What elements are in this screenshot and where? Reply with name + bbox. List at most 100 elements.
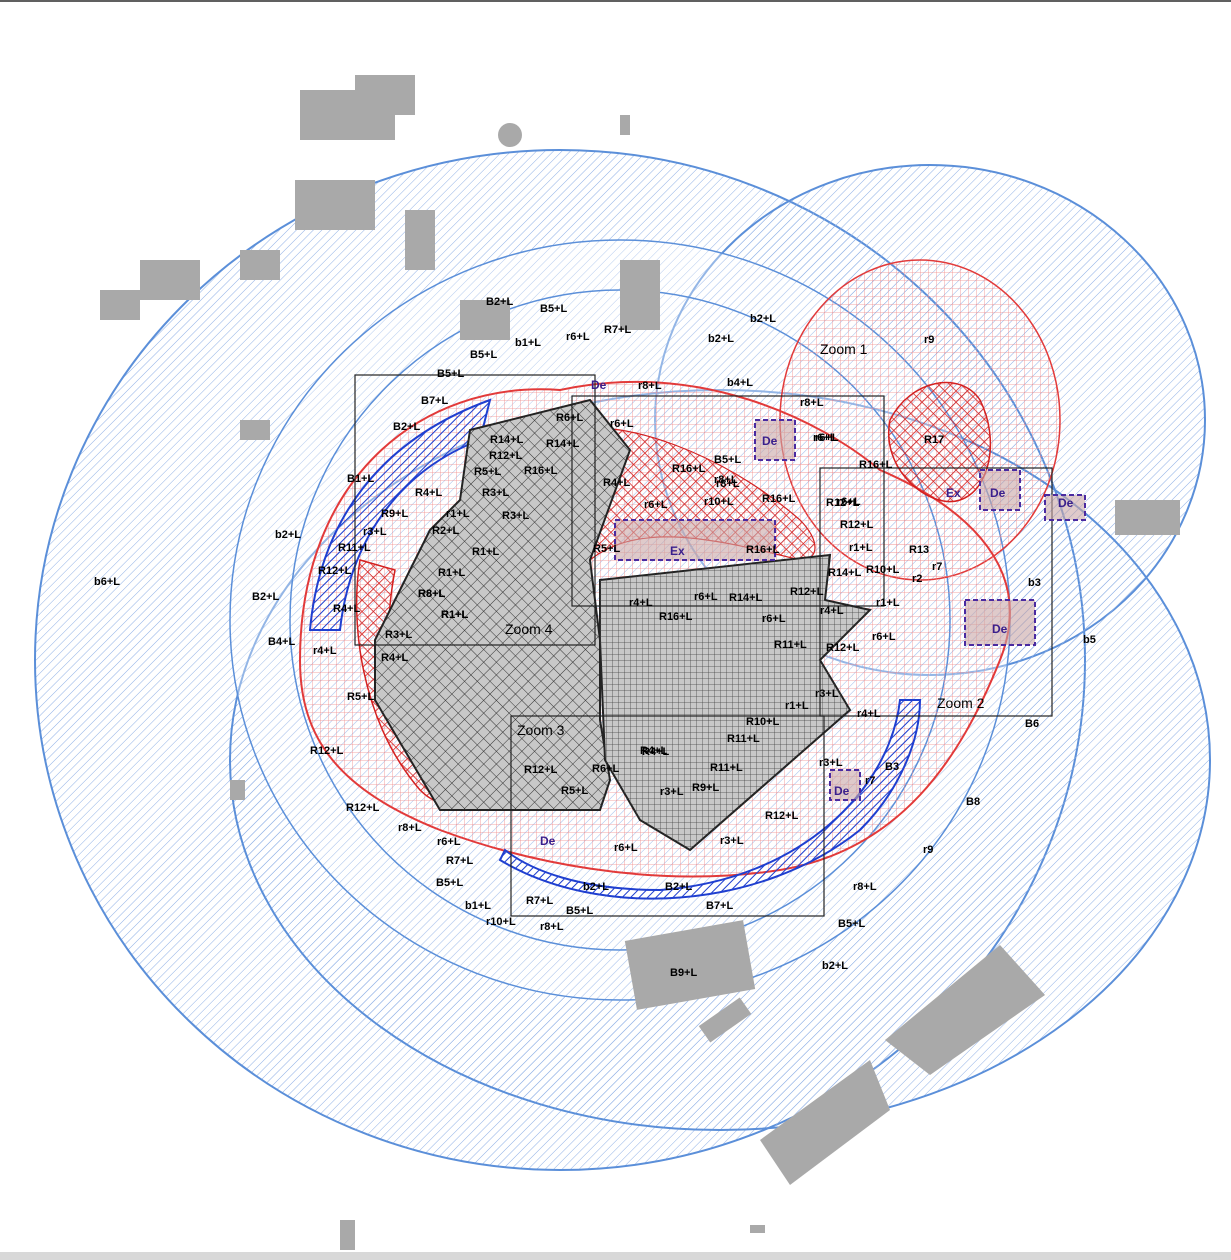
top-frame-border [0, 0, 1231, 2]
scenario-label: r1+L [849, 542, 873, 554]
scenario-label: r6+L [644, 499, 668, 511]
scenario-label: R7+L [604, 324, 631, 336]
scenario-label: R12+L [790, 586, 824, 598]
scenario-label: R2+L [432, 525, 459, 537]
zone-label-r7: r7 [932, 561, 942, 573]
scenario-label: r3+L [815, 688, 839, 700]
scenario-label: R12+L [826, 497, 860, 509]
scenario-label: r6+L [614, 842, 638, 854]
strong-blue-bands [308, 398, 922, 900]
scenario-label: r6+L [837, 496, 861, 508]
scenario-label: r3+L [363, 526, 387, 538]
scenario-label: b1+L [515, 337, 541, 349]
scenario-label: R7+L [446, 855, 473, 867]
scenario-label: r3+L [819, 757, 843, 769]
scenario-labels: B2+L B5+L b1+L r6+L R7+L b2+L b2+L B5+L b4+L B5+L… [252, 296, 900, 979]
scenario-label: R10+L [866, 564, 900, 576]
scenario-label: b4+L [727, 377, 753, 389]
deposit-boxes [614, 419, 1086, 801]
scenario-label: r8+L [800, 397, 824, 409]
scenario-label: R4+L [642, 746, 669, 758]
scenario-label: R10+L [746, 716, 780, 728]
scenario-label: R4+L [415, 487, 442, 499]
scenario-label: r8+L [638, 380, 662, 392]
scenario-label: r4+L [857, 708, 881, 720]
scenario-label: R1+L [472, 546, 499, 558]
scenario-label: r8+L [398, 822, 422, 834]
scenario-label: r6+L [813, 432, 837, 444]
scenario-label: R14+L [490, 434, 524, 446]
scenario-label: b2+L [583, 881, 609, 893]
de-label: De [992, 622, 1008, 636]
zone-label-b6: B6 [1025, 718, 1039, 730]
scenario-label: R16+L [524, 465, 558, 477]
scenario-label: B1+L [347, 473, 374, 485]
scenario-label: R16+L [659, 611, 693, 623]
zoom-4-frame [354, 374, 596, 646]
scenario-label: r8+L [716, 478, 740, 490]
de-label: De [834, 784, 850, 798]
scenario-label: R12+L [489, 450, 523, 462]
scenario-label: R4+L [381, 652, 408, 664]
buildings [100, 75, 1180, 1250]
scenario-label: B7+L [421, 395, 448, 407]
scenario-label: R4+L [333, 603, 360, 615]
zoom-2-frame [819, 467, 1053, 717]
scenario-label: R3+L [482, 487, 509, 499]
zone-label-r9b: r9 [923, 844, 933, 856]
scenario-label: b2+L [750, 313, 776, 325]
scenario-label: r6+L [762, 613, 786, 625]
scenario-label: B7+L [706, 900, 733, 912]
scenario-label: r4+L [313, 645, 337, 657]
zone-label-r13: R13 [909, 544, 929, 556]
scenario-label: R6+L [592, 763, 619, 775]
zone-label-b5: b5 [1083, 634, 1096, 646]
scenario-label: r1+L [446, 508, 470, 520]
scenario-label: r1+L [876, 597, 900, 609]
zoom-3-frame [510, 715, 825, 917]
scenario-label: R1+L [441, 609, 468, 621]
scenario-label: R1+L [441, 609, 468, 621]
zone-label-b3: b3 [1028, 577, 1041, 589]
zoom-2-label: Zoom 2 [937, 695, 985, 711]
scenario-label: r6+L [437, 836, 461, 848]
scenario-label: R12+L [765, 810, 799, 822]
scenario-label: R11+L [774, 639, 807, 651]
de-label: De [591, 378, 607, 392]
scenario-label: B5+L [566, 905, 593, 917]
zoom-3-label: Zoom 3 [517, 722, 565, 738]
scenario-label: r8+L [540, 921, 564, 933]
scenario-label: R9+L [381, 508, 408, 520]
scenario-label: B5+L [436, 877, 463, 889]
scenario-label: r3+L [660, 786, 684, 798]
scenario-label: R14+L [546, 438, 580, 450]
scenario-label: r10+L [704, 496, 734, 508]
de-label: De [1058, 496, 1074, 510]
zoom-frames [354, 374, 1053, 917]
scenario-label: r4+L [820, 605, 844, 617]
scenario-label: R16+L [672, 463, 706, 475]
scenario-label: R8+L [418, 588, 445, 600]
scenario-label: B5+L [470, 349, 497, 361]
scenario-label: B9+L [670, 967, 697, 979]
scenario-label: b2+L [275, 529, 301, 541]
zoom-1-label: Zoom 1 [820, 341, 868, 357]
scenario-label: R14+L [828, 567, 862, 579]
scenario-label: r6+L [815, 432, 839, 444]
zone-label-b3b: B3 [885, 761, 899, 773]
zone-label-r7b: r7 [865, 775, 875, 787]
scenario-label: R1+L [438, 567, 465, 579]
scenario-label: B2+L [486, 296, 513, 308]
scenario-label: B5+L [838, 918, 865, 930]
scenario-label: R12+L [826, 642, 860, 654]
scenario-label: r3+L [720, 835, 744, 847]
zoom-4-label: Zoom 4 [505, 621, 553, 637]
scenario-label: B5+L [714, 454, 741, 466]
scenario-label: R6+L [556, 412, 583, 424]
scenario-label: R16+L [859, 459, 893, 471]
de-label: De [990, 486, 1006, 500]
scenario-label: R9+L [692, 782, 719, 794]
scenario-label: R5+L [561, 785, 588, 797]
de-label: De [762, 434, 778, 448]
